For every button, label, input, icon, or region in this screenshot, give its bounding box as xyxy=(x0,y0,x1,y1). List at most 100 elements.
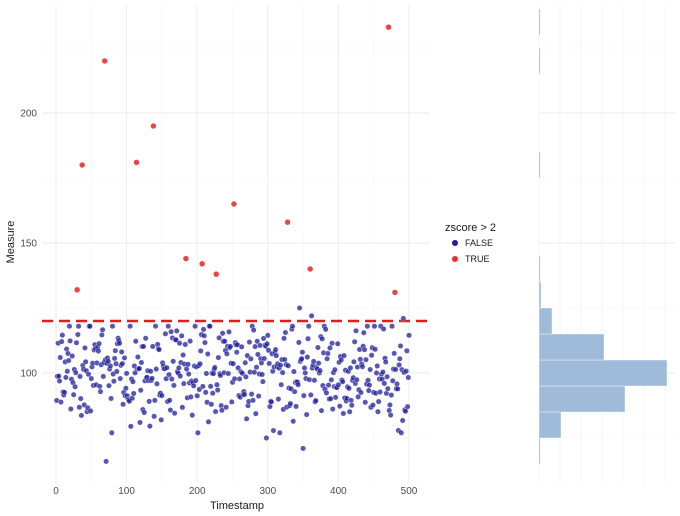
data-point xyxy=(58,399,64,405)
data-point xyxy=(276,429,283,436)
data-point xyxy=(221,338,228,345)
data-point xyxy=(253,364,260,371)
data-point xyxy=(95,348,102,354)
outlier-point xyxy=(230,200,237,208)
data-point xyxy=(319,335,326,342)
data-point xyxy=(67,406,74,412)
data-point xyxy=(375,408,381,415)
outlier-point xyxy=(385,24,392,31)
data-point xyxy=(141,409,148,416)
data-point xyxy=(183,366,190,372)
data-point xyxy=(171,382,177,389)
data-point xyxy=(219,407,225,414)
data-point xyxy=(203,370,210,377)
data-point xyxy=(187,394,194,400)
data-point xyxy=(310,358,317,365)
data-point xyxy=(202,389,209,396)
outlier-point xyxy=(391,289,398,296)
data-point xyxy=(282,329,289,336)
data-point xyxy=(130,378,136,385)
data-point xyxy=(359,363,366,370)
data-point xyxy=(123,385,129,392)
data-point xyxy=(56,378,63,384)
data-point xyxy=(170,358,177,365)
data-point xyxy=(353,327,359,334)
x-axis-ticks: 0 100 200 300 400 500 xyxy=(53,486,418,497)
data-point xyxy=(351,338,358,345)
data-point xyxy=(293,403,299,410)
data-point xyxy=(96,383,103,390)
data-point xyxy=(180,380,187,387)
data-point xyxy=(70,391,77,398)
outlier-point xyxy=(101,57,108,65)
data-point xyxy=(300,445,306,452)
data-point xyxy=(259,371,266,378)
data-point xyxy=(214,387,221,393)
data-point xyxy=(202,339,208,346)
data-point xyxy=(215,354,222,361)
data-point xyxy=(317,367,323,374)
data-point xyxy=(231,375,238,382)
data-point xyxy=(332,394,339,401)
data-point xyxy=(394,385,401,392)
data-point xyxy=(185,361,191,368)
histogram-bar xyxy=(538,151,541,179)
outlier-points-series xyxy=(74,24,398,296)
data-point xyxy=(137,387,144,394)
data-point xyxy=(397,343,404,349)
data-point xyxy=(368,352,375,359)
data-point xyxy=(119,360,126,367)
histogram-bar xyxy=(538,281,542,309)
data-point xyxy=(117,375,124,382)
data-point xyxy=(348,397,354,404)
data-point xyxy=(108,429,115,436)
data-point xyxy=(318,407,325,414)
data-point xyxy=(360,329,367,336)
x-tick-label: 100 xyxy=(118,486,135,497)
data-point xyxy=(300,392,307,399)
data-point xyxy=(72,369,79,376)
histogram-bar xyxy=(538,47,541,75)
data-point xyxy=(255,393,262,399)
data-point xyxy=(361,346,368,353)
data-point xyxy=(87,323,93,330)
data-point xyxy=(278,381,285,388)
data-point xyxy=(212,408,219,415)
histogram-bar xyxy=(538,359,668,387)
data-point xyxy=(175,364,182,371)
data-point xyxy=(99,326,106,333)
histogram-bar xyxy=(538,385,626,413)
legend-label-true: TRUE xyxy=(465,254,490,264)
data-point xyxy=(298,355,305,362)
data-point xyxy=(351,358,357,365)
data-point xyxy=(312,397,319,404)
data-point xyxy=(370,402,376,408)
data-point xyxy=(69,353,76,359)
data-point xyxy=(192,377,199,384)
data-point xyxy=(103,458,110,465)
data-point xyxy=(382,359,389,365)
outlier-point xyxy=(150,122,157,130)
data-point xyxy=(204,351,211,357)
data-point xyxy=(362,399,369,406)
data-point xyxy=(380,326,387,332)
data-point xyxy=(166,371,172,378)
data-point xyxy=(108,395,114,402)
data-point xyxy=(265,347,272,354)
data-point xyxy=(387,412,394,418)
data-point xyxy=(111,378,117,385)
data-point xyxy=(287,400,294,407)
data-point xyxy=(374,363,381,369)
y-tick-label: 100 xyxy=(20,369,37,380)
data-point xyxy=(197,348,204,354)
data-point xyxy=(302,370,309,376)
data-point xyxy=(257,342,263,349)
data-point xyxy=(112,347,119,354)
data-point xyxy=(87,408,94,414)
data-point xyxy=(173,337,179,343)
data-point xyxy=(247,355,254,362)
data-point xyxy=(88,375,95,382)
data-point xyxy=(285,362,292,369)
